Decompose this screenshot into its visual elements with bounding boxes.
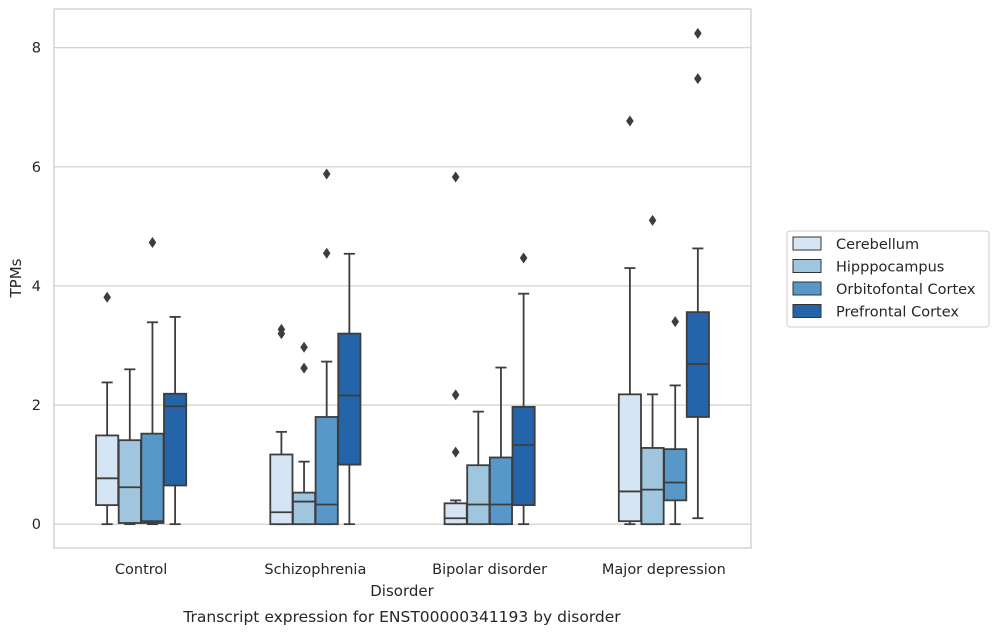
outlier-point (322, 247, 331, 259)
legend-swatch (792, 236, 822, 251)
box-body (292, 491, 317, 526)
x-tick-label: Bipolar disorder (432, 562, 547, 578)
legend-items: Cerebellum Hipppocampus Orbitofontal Corte… (792, 236, 976, 321)
legend: Cerebellum Hipppocampus Orbitofontal Corte… (786, 230, 990, 328)
box-body (466, 464, 491, 526)
y-tick-label: 8 (32, 41, 41, 57)
box-cerebellum (617, 115, 642, 526)
box-hipppocampus (117, 368, 142, 526)
plot-frame (53, 8, 752, 549)
y-tick-label: 6 (32, 160, 41, 176)
y-axis-label: TPMs (7, 258, 25, 298)
box-body (640, 447, 665, 526)
y-tick-label: 4 (32, 279, 41, 295)
legend-item: Hipppocampus (792, 259, 944, 276)
outlier-point (694, 73, 702, 85)
legend-swatch (792, 259, 822, 273)
box-body (511, 405, 536, 507)
box-prefrontal-cortex (163, 316, 188, 526)
box-hipppocampus (466, 410, 491, 526)
box-hipppocampus (640, 214, 665, 526)
box-body (443, 502, 468, 526)
x-tick-label: Schizophrenia (264, 562, 366, 578)
legend-label: Cerebellum (836, 237, 919, 253)
chart-caption: Transcript expression for ENST0000034119… (182, 608, 621, 626)
box-cerebellum (269, 323, 294, 526)
legend-label: Orbitofontal Cortex (836, 282, 976, 298)
box-body (337, 332, 362, 466)
y-tick-label: 2 (32, 398, 41, 414)
outlier-point (277, 323, 286, 335)
legend-item: Cerebellum (792, 236, 919, 253)
x-axis-label: Disorder (370, 582, 434, 600)
box-body (314, 416, 339, 526)
outlier-point (451, 446, 460, 458)
legend-item: Orbitofontal Cortex (792, 281, 976, 298)
box-cerebellum (95, 291, 120, 526)
boxes-layer (95, 27, 710, 526)
box-body (140, 432, 165, 524)
x-tick-label: Major depression (602, 562, 726, 578)
outlier-point (148, 236, 157, 248)
outlier-point (300, 362, 308, 374)
legend-frame (786, 230, 990, 328)
outlier-point (626, 115, 634, 127)
box-cerebellum (443, 171, 468, 526)
box-body (617, 393, 642, 523)
outlier-point (519, 252, 528, 264)
outlier-point (451, 171, 460, 183)
legend-swatch (792, 281, 822, 296)
x-axis-ticks: Control Schizophrenia Bipolar disorder Majo… (115, 562, 726, 578)
outlier-point (671, 316, 680, 328)
legend-swatch (792, 304, 822, 318)
outlier-point (648, 214, 657, 226)
outlier-point (694, 27, 702, 39)
box-body (95, 434, 120, 507)
legend-label: Prefrontal Cortex (836, 305, 959, 321)
x-tick-label: Control (115, 562, 167, 578)
outlier-point (300, 341, 308, 353)
box-orbitofontal-cortex (488, 366, 513, 526)
legend-item: Prefrontal Cortex (792, 304, 959, 321)
box-body (163, 392, 188, 487)
box-orbitofontal-cortex (314, 168, 339, 526)
box-hipppocampus (292, 341, 317, 526)
box-body (663, 448, 688, 502)
box-body (269, 453, 294, 526)
box-prefrontal-cortex (511, 252, 536, 526)
y-axis-ticks: 0 2 4 6 8 (32, 41, 41, 533)
box-prefrontal-cortex (685, 27, 710, 520)
box-prefrontal-cortex (337, 252, 362, 526)
y-tick-label: 0 (32, 517, 41, 533)
box-body (117, 439, 142, 524)
outlier-point (451, 389, 460, 401)
outlier-point (103, 291, 111, 303)
outlier-point (322, 168, 331, 180)
box-orbitofontal-cortex (663, 316, 688, 526)
legend-label: Hipppocampus (836, 260, 944, 276)
box-body (488, 456, 513, 526)
box-orbitofontal-cortex (140, 236, 165, 526)
